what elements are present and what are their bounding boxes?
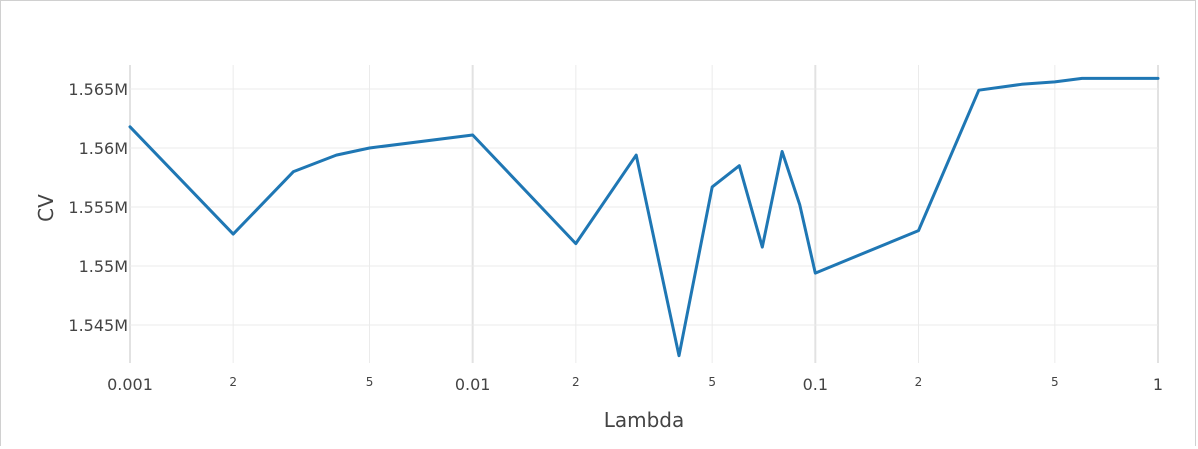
x-minor-tick-label: 2 bbox=[572, 375, 580, 389]
x-minor-tick-label: 2 bbox=[915, 375, 923, 389]
x-tick-label: 0.001 bbox=[107, 375, 153, 394]
x-minor-tick-label: 5 bbox=[1051, 375, 1059, 389]
x-minor-tick-label: 5 bbox=[708, 375, 716, 389]
x-tick-label: 1 bbox=[1153, 375, 1163, 394]
y-tick-label: 1.565M bbox=[68, 80, 128, 99]
x-minor-tick-label: 5 bbox=[366, 375, 374, 389]
y-tick-label: 1.545M bbox=[68, 316, 128, 335]
y-tick-label: 1.55M bbox=[79, 257, 128, 276]
x-tick-labels: 0.001 0.01 0.1 1 2 5 2 5 2 5 bbox=[107, 375, 1163, 394]
series-line bbox=[128, 76, 1160, 358]
x-minor-tick-label: 2 bbox=[229, 375, 237, 389]
series-layer bbox=[128, 76, 1160, 358]
y-tick-label: 1.555M bbox=[68, 198, 128, 217]
x-tick-label: 0.01 bbox=[455, 375, 491, 394]
x-axis-title: Lambda bbox=[604, 408, 685, 432]
y-tick-labels: 1.545M 1.55M 1.555M 1.56M 1.565M bbox=[68, 80, 128, 335]
grid-lines bbox=[129, 65, 1159, 363]
x-tick-label: 0.1 bbox=[803, 375, 828, 394]
y-tick-label: 1.56M bbox=[79, 139, 128, 158]
y-axis-title: CV bbox=[34, 194, 58, 222]
